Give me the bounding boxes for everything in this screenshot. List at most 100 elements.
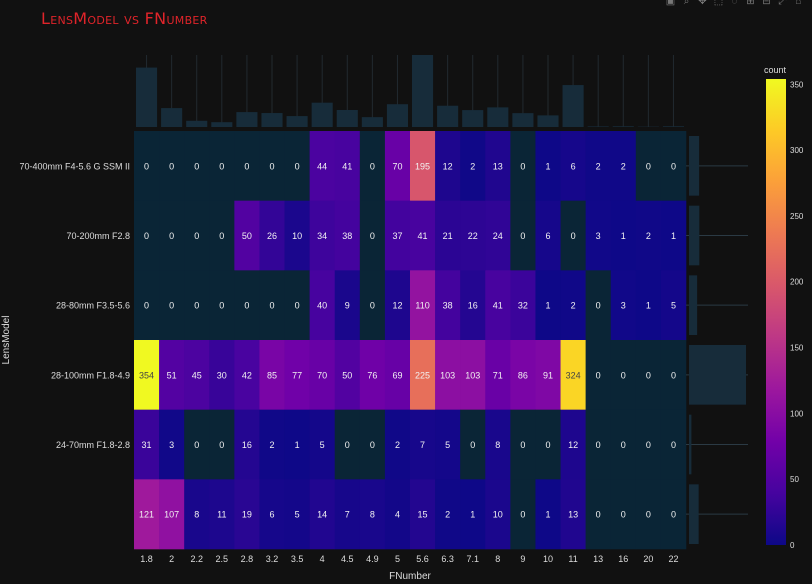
heatmap-cell[interactable] (435, 131, 461, 201)
heatmap-cell[interactable] (259, 479, 285, 550)
heatmap-cell[interactable] (359, 200, 386, 271)
heatmap-cell[interactable] (485, 409, 511, 480)
heatmap-cell[interactable] (560, 270, 586, 341)
heatmap-cell[interactable] (435, 200, 461, 271)
heatmap-cell[interactable] (209, 270, 235, 341)
heatmap-cell[interactable] (435, 270, 461, 341)
heatmap-cell[interactable] (485, 200, 511, 271)
heatmap-cell[interactable] (535, 270, 561, 341)
heatmap-cell[interactable] (159, 131, 185, 201)
heatmap-cell[interactable] (259, 340, 285, 410)
heatmap-cell[interactable] (209, 340, 235, 410)
heatmap-cell[interactable] (159, 270, 185, 341)
heatmap-cell[interactable] (134, 479, 160, 550)
heatmap-cell[interactable] (610, 409, 637, 480)
heatmap-cell[interactable] (134, 270, 160, 341)
heatmap-cell[interactable] (410, 270, 436, 341)
heatmap-cell[interactable] (560, 200, 586, 271)
heatmap-cell[interactable] (610, 270, 637, 341)
heatmap-cell[interactable] (134, 409, 160, 480)
heatmap-cell[interactable] (485, 270, 511, 341)
heatmap-cell[interactable] (535, 200, 561, 271)
heatmap-cell[interactable] (460, 409, 486, 480)
heatmap-cell[interactable] (359, 409, 386, 480)
heatmap-cell[interactable] (410, 200, 436, 271)
heatmap-cell[interactable] (535, 131, 561, 201)
heatmap-cell[interactable] (585, 200, 612, 271)
heatmap-cell[interactable] (384, 479, 411, 550)
heatmap-cell[interactable] (510, 200, 536, 271)
heatmap-cell[interactable] (284, 479, 310, 550)
heatmap-cell[interactable] (159, 200, 185, 271)
heatmap-cell[interactable] (410, 131, 436, 201)
autoscale-icon[interactable]: ⤢ (778, 0, 787, 7)
heatmap-cell[interactable] (660, 409, 687, 480)
heatmap-cell[interactable] (209, 200, 235, 271)
heatmap-cell[interactable] (410, 340, 436, 410)
zoom-in-icon[interactable]: ⊞ (746, 0, 755, 7)
heatmap-cell[interactable] (535, 479, 561, 550)
heatmap-cell[interactable] (560, 131, 586, 201)
heatmap-cell[interactable] (460, 479, 486, 550)
heatmap-cell[interactable] (635, 340, 662, 410)
reset-icon[interactable]: ⌂ (795, 0, 802, 7)
heatmap-cell[interactable] (234, 131, 260, 201)
heatmap-cell[interactable] (134, 340, 160, 410)
heatmap-cell[interactable] (309, 200, 336, 271)
heatmap-cell[interactable] (234, 200, 260, 271)
heatmap-cell[interactable] (660, 340, 687, 410)
heatmap-cell[interactable] (284, 200, 310, 271)
heatmap-cell[interactable] (309, 340, 336, 410)
heatmap-cell[interactable] (510, 479, 536, 550)
heatmap-cell[interactable] (309, 409, 336, 480)
heatmap-cell[interactable] (510, 340, 536, 410)
heatmap-cell[interactable] (184, 270, 210, 341)
heatmap-cell[interactable] (309, 479, 336, 550)
heatmap-cell[interactable] (635, 131, 662, 201)
heatmap-cell[interactable] (535, 340, 561, 410)
heatmap-cell[interactable] (284, 409, 310, 480)
heatmap-cell[interactable] (384, 131, 411, 201)
heatmap-cell[interactable] (334, 131, 361, 201)
heatmap-cell[interactable] (635, 409, 662, 480)
heatmap-cell[interactable] (284, 340, 310, 410)
heatmap-cell[interactable] (359, 479, 386, 550)
heatmap-cell[interactable] (660, 200, 687, 271)
heatmap-cell[interactable] (485, 479, 511, 550)
heatmap-cell[interactable] (384, 270, 411, 341)
heatmap-cell[interactable] (610, 131, 637, 201)
heatmap-cell[interactable] (334, 340, 361, 410)
heatmap-cell[interactable] (359, 340, 386, 410)
heatmap-cell[interactable] (209, 479, 235, 550)
heatmap-cell[interactable] (635, 270, 662, 341)
heatmap-cell[interactable] (585, 340, 612, 410)
heatmap-cell[interactable] (585, 479, 612, 550)
heatmap-cell[interactable] (234, 409, 260, 480)
heatmap-cell[interactable] (359, 131, 386, 201)
heatmap-cell[interactable] (610, 479, 637, 550)
heatmap-cell[interactable] (234, 270, 260, 341)
heatmap-cell[interactable] (209, 409, 235, 480)
heatmap-cell[interactable] (184, 409, 210, 480)
heatmap-cell[interactable] (410, 409, 436, 480)
heatmap-cell[interactable] (660, 479, 687, 550)
heatmap-cell[interactable] (460, 270, 486, 341)
heatmap-cell[interactable] (560, 479, 586, 550)
heatmap-cell[interactable] (585, 131, 612, 201)
heatmap-cell[interactable] (384, 409, 411, 480)
heatmap-cell[interactable] (485, 340, 511, 410)
heatmap-cell[interactable] (610, 340, 637, 410)
heatmap-cell[interactable] (334, 270, 361, 341)
heatmap-cell[interactable] (234, 340, 260, 410)
heatmap-cell[interactable] (485, 131, 511, 201)
heatmap-cell[interactable] (560, 409, 586, 480)
heatmap-cell[interactable] (234, 479, 260, 550)
heatmap-cell[interactable] (284, 270, 310, 341)
heatmap-cell[interactable] (134, 131, 160, 201)
heatmap-cell[interactable] (334, 479, 361, 550)
heatmap-cell[interactable] (510, 270, 536, 341)
heatmap-cell[interactable] (284, 131, 310, 201)
heatmap-cell[interactable] (259, 409, 285, 480)
heatmap-cell[interactable] (510, 409, 536, 480)
box-select-icon[interactable]: ⬚ (713, 0, 724, 7)
